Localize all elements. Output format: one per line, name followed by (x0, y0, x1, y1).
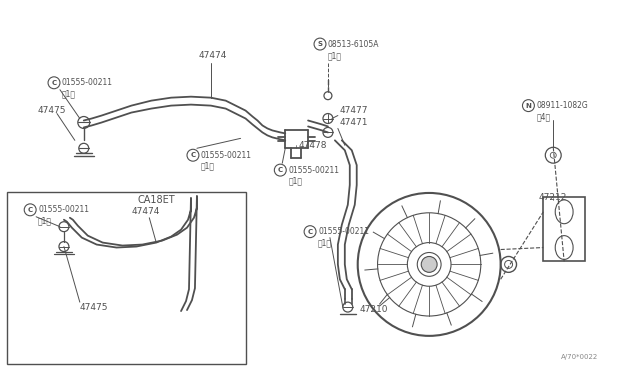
Circle shape (421, 256, 437, 272)
Text: 01555-00211: 01555-00211 (288, 166, 339, 174)
Text: 08911-1082G: 08911-1082G (536, 101, 588, 110)
Text: 〈1〉: 〈1〉 (38, 216, 52, 225)
Text: A/70*0022: A/70*0022 (561, 354, 598, 360)
Text: C: C (278, 167, 283, 173)
Bar (543, 197, 585, 262)
Text: 〈1〉: 〈1〉 (62, 89, 76, 98)
Text: 47478: 47478 (298, 141, 326, 150)
Text: 47475: 47475 (37, 106, 66, 115)
Text: 〈1〉: 〈1〉 (328, 51, 342, 61)
Text: C: C (307, 229, 312, 235)
Text: 01555-00211: 01555-00211 (318, 227, 369, 236)
Bar (7, 192, 246, 364)
Text: 47477: 47477 (340, 106, 369, 115)
Text: 47210: 47210 (360, 305, 388, 314)
Text: C: C (190, 152, 195, 158)
Text: 01555-00211: 01555-00211 (38, 205, 89, 214)
Text: 08513-6105A: 08513-6105A (328, 39, 380, 49)
Text: 47474: 47474 (131, 207, 160, 216)
Text: N: N (525, 103, 531, 109)
Text: C: C (51, 80, 56, 86)
Text: S: S (317, 41, 323, 47)
Text: 47475: 47475 (80, 302, 108, 312)
Text: 47471: 47471 (340, 118, 369, 127)
Text: 47212: 47212 (538, 193, 567, 202)
Text: 01555-00211: 01555-00211 (62, 78, 113, 87)
Text: C: C (28, 207, 33, 213)
Text: 〈1〉: 〈1〉 (318, 238, 332, 247)
Text: 〈4〉: 〈4〉 (536, 112, 550, 121)
Text: CA18ET: CA18ET (138, 195, 175, 205)
Text: 〈1〉: 〈1〉 (288, 177, 302, 186)
Text: 〈1〉: 〈1〉 (201, 162, 215, 171)
Text: 47474: 47474 (199, 51, 227, 61)
Text: 01555-00211: 01555-00211 (201, 151, 252, 160)
